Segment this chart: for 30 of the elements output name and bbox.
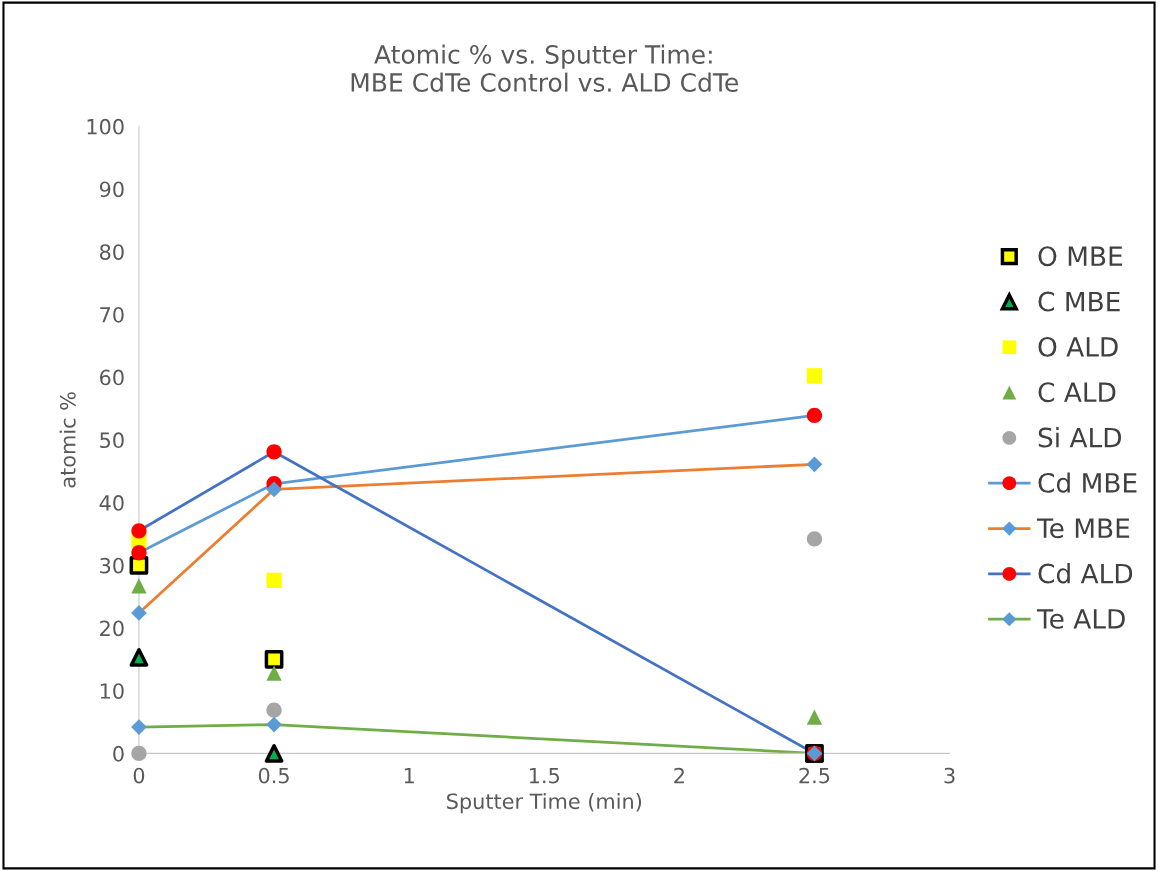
y-tick-label: 50 xyxy=(100,432,124,449)
y-tick-label: 30 xyxy=(100,557,124,574)
legend-label: Te ALD xyxy=(1036,609,1125,629)
x-tick-label: 0 xyxy=(133,767,145,784)
y-tick-label: 90 xyxy=(99,181,124,198)
y-tick-label: 70 xyxy=(100,306,124,323)
legend-label: C ALD xyxy=(1038,382,1116,403)
chart-title: Atomic % vs. Sputter Time: MBE CdTe Control vs. ALD CdTe xyxy=(351,44,738,92)
legend-label: Te MBE xyxy=(1036,518,1130,539)
y-tick-label: 60 xyxy=(100,369,124,386)
x-tick-label: 2.5 xyxy=(799,767,830,784)
y-tick-label: 0 xyxy=(113,745,124,762)
y-tick-label: 10 xyxy=(100,683,124,699)
legend-label: Si ALD xyxy=(1038,427,1122,448)
y-tick-label: 40 xyxy=(99,495,124,511)
x-tick-label: 0.5 xyxy=(258,767,289,784)
legend-label: O ALD xyxy=(1038,336,1118,357)
legend-label: Cd ALD xyxy=(1038,563,1133,584)
x-axis-title: Sputter Time (min) xyxy=(447,793,642,814)
x-tick-label: 1.5 xyxy=(529,767,560,784)
y-tick-label: 100 xyxy=(87,118,124,135)
y-axis-title: atomic % xyxy=(59,392,76,488)
legend-label: O MBE xyxy=(1038,246,1123,267)
legend-label: C MBE xyxy=(1038,291,1120,312)
y-tick-label: 20 xyxy=(100,620,124,637)
legend-label: Cd MBE xyxy=(1038,472,1137,493)
y-tick-label: 80 xyxy=(99,244,124,260)
x-tick-label: 3 xyxy=(944,767,955,784)
x-tick-label: 2 xyxy=(674,767,684,784)
x-tick-label: 1 xyxy=(404,767,414,784)
